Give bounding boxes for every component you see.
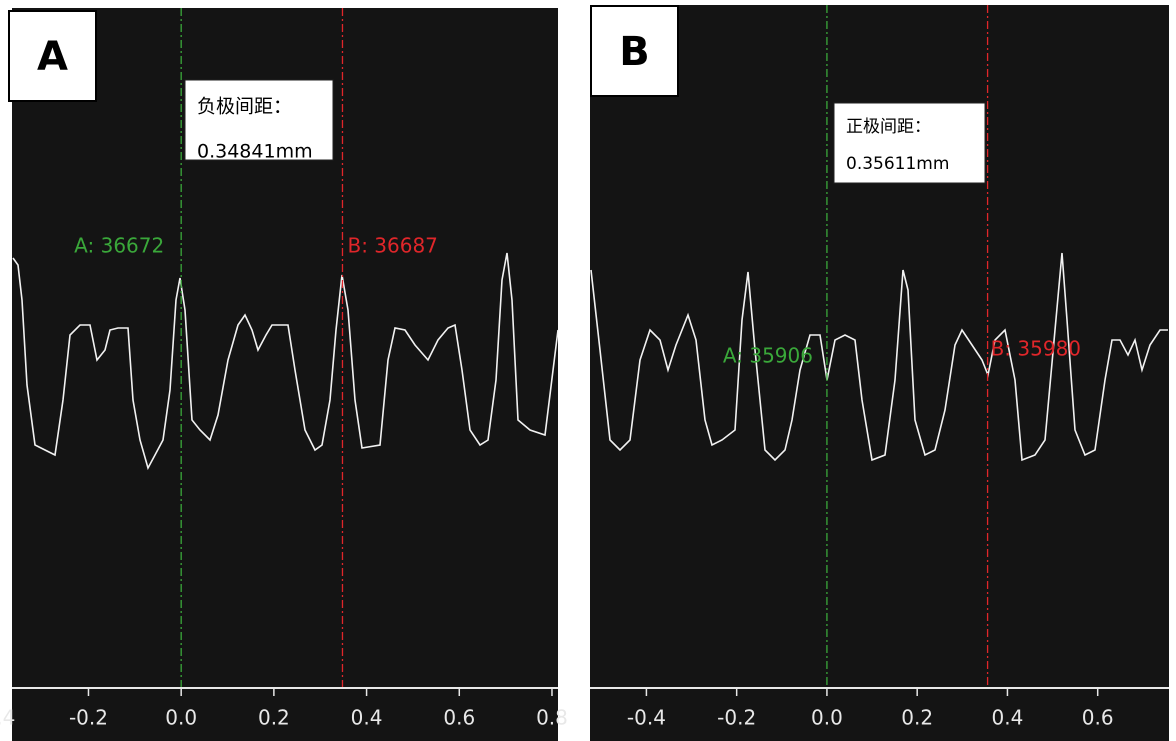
x-tick-label: 0.4 [351, 706, 383, 730]
waveform [12, 252, 559, 471]
info-text: 0.34841mm [197, 141, 313, 163]
panel-label-box [590, 5, 679, 97]
info-box [833, 102, 986, 184]
x-tick-label: 0.8 [536, 706, 568, 730]
x-tick-label: -0.4 [0, 706, 15, 730]
x-tick-label: 0.6 [443, 706, 475, 730]
info-text: 正极间距： [846, 117, 931, 137]
info-box [184, 79, 334, 161]
panel-label-box [8, 10, 97, 102]
x-tick-label: 0.2 [901, 706, 933, 730]
x-tick-label: -0.4 [627, 706, 666, 730]
x-tick-label: 0.4 [992, 706, 1024, 730]
waveform [590, 252, 1168, 462]
info-text: 0.35611mm [846, 154, 949, 174]
x-tick-label: 0.6 [1082, 706, 1114, 730]
info-text: 负极间距： [197, 96, 292, 118]
cursor-label: A: 35906 [723, 344, 813, 368]
panel-label: A [37, 34, 68, 80]
x-tick-label: -0.2 [717, 706, 756, 730]
cursor-label: B: 35980 [991, 337, 1081, 361]
x-tick-label: -0.2 [69, 706, 108, 730]
x-tick-label: 0.2 [258, 706, 290, 730]
x-tick-label: 0.0 [811, 706, 843, 730]
panel-label: B [619, 29, 650, 75]
cursor-label: A: 36672 [74, 234, 164, 258]
cursor-label: B: 36687 [347, 234, 437, 258]
x-tick-label: 0.0 [165, 706, 197, 730]
